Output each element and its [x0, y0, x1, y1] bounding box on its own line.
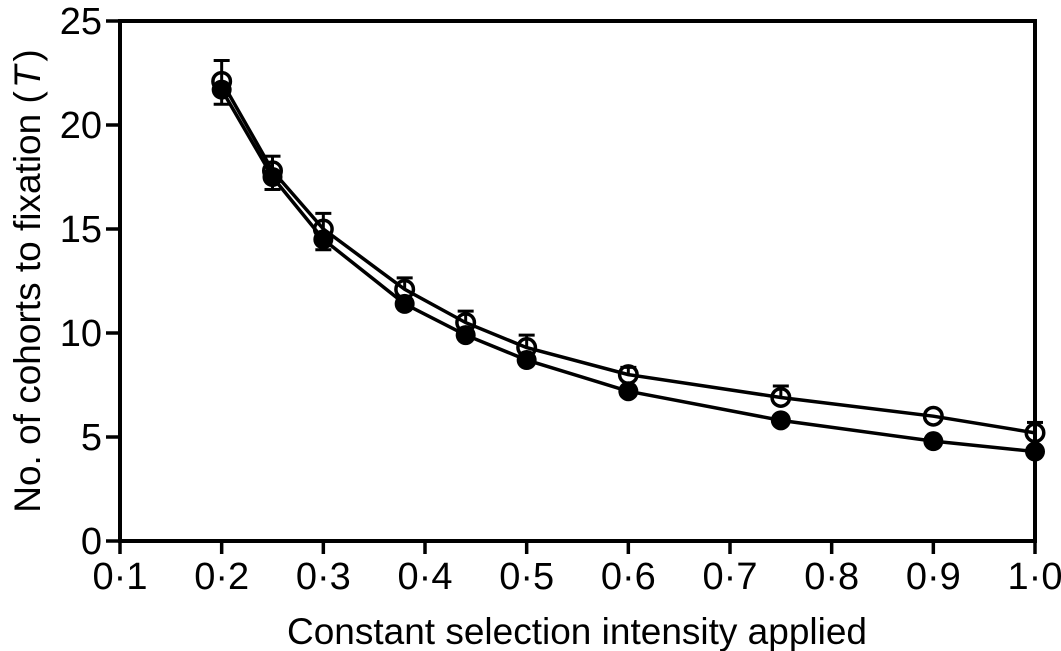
y-tick-label: 10 [60, 313, 102, 355]
x-tick-label: 0·1 [93, 556, 148, 598]
series-line-filled-circles [220, 88, 1036, 454]
marker-open-circle [1024, 422, 1046, 444]
marker-open-circle [262, 160, 283, 182]
y-tick-label: 0 [81, 521, 102, 563]
x-tick-label: 0·8 [804, 556, 859, 598]
marker-filled-circle [394, 293, 415, 314]
marker-open-circle [455, 312, 477, 334]
x-tick-label: 0·2 [194, 556, 249, 598]
x-tick-label: 0·7 [703, 556, 758, 598]
x-tick-label: 0·3 [296, 556, 351, 598]
series-line-open-circles [220, 80, 1036, 435]
y-axis-title: No. of cohorts to fixation ( T) [7, 49, 48, 513]
marker-filled-circle [1025, 441, 1045, 462]
marker-open-circle [211, 70, 233, 92]
marker-filled-circle [923, 431, 944, 452]
y-axis-title-suffix: ) [7, 49, 48, 61]
y-tick-label: 5 [81, 417, 102, 459]
marker-open-circle [770, 386, 792, 408]
y-tick-label: 20 [60, 105, 102, 147]
y-axis-title-prefix: No. of cohorts to fixation ( [7, 91, 48, 513]
x-tick-label: 0·4 [398, 556, 453, 598]
marker-open-circle [516, 337, 538, 359]
y-tick-label: 25 [60, 1, 102, 43]
x-tick-label: 1·0 [1008, 556, 1061, 598]
marker-open-circle [922, 405, 944, 427]
marker-open-circle [394, 278, 416, 300]
marker-filled-circle [618, 381, 639, 402]
y-axis-title-variable: T [7, 63, 48, 88]
marker-filled-circle [770, 410, 791, 431]
marker-filled-circle [262, 167, 283, 187]
marker-open-circle [312, 218, 334, 240]
plot-layer: 0·1 0·2 0·3 0·4 0·5 0·6 0·7 0·8 0·9 1·0 0 5 10 15 20 25 [60, 1, 1061, 598]
x-axis-title: Constant selection intensity applied [287, 611, 867, 651]
marker-open-circle [617, 364, 639, 386]
x-tick-label: 0·5 [499, 556, 554, 598]
y-tick-label: 15 [60, 209, 102, 251]
x-tick-label: 0·6 [601, 556, 656, 598]
x-tick-label: 0·9 [906, 556, 961, 598]
plot-frame [118, 19, 1037, 543]
